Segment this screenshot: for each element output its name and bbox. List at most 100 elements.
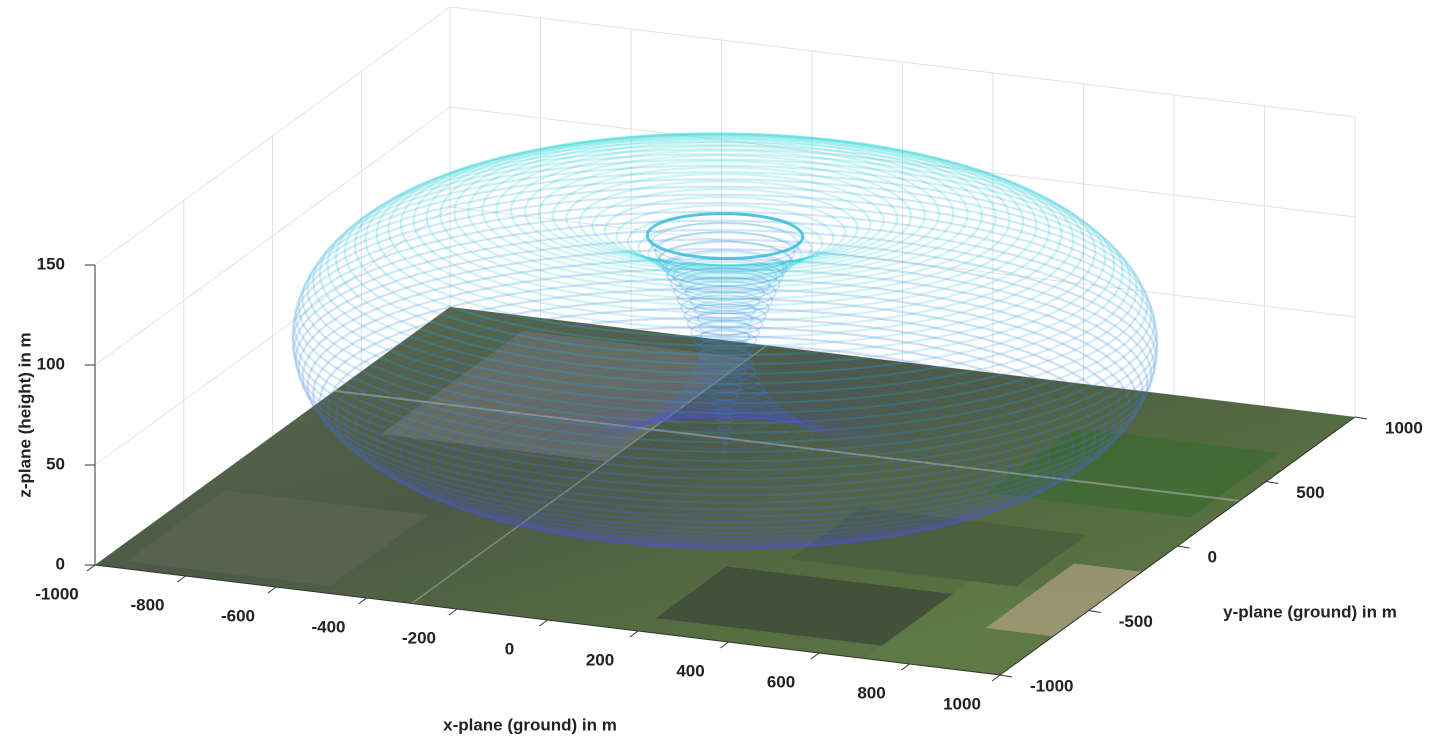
x-tick-label: 1000 [943, 694, 981, 713]
surface-ring [326, 297, 1124, 529]
surface-ring [343, 143, 1107, 366]
surface-ring [591, 415, 859, 495]
road [334, 389, 1240, 502]
surface-ring [664, 250, 786, 288]
surface-ring [696, 309, 754, 328]
y-tick [1266, 481, 1279, 484]
surface-ring [375, 343, 1075, 547]
grid-line [449, 206, 1356, 318]
surface-ring [689, 369, 761, 392]
surface-ring [578, 415, 872, 502]
surface-ring [703, 365, 747, 379]
surface-ring [412, 132, 1038, 315]
surface-ring [326, 153, 1124, 385]
surface-ring [297, 185, 1153, 434]
surface-ring [364, 137, 1086, 347]
surface-ring [658, 240, 792, 280]
surface-ring [698, 347, 752, 365]
surface-ring [684, 376, 766, 402]
surface-ring [387, 352, 1063, 549]
ground-field [985, 563, 1142, 637]
surface-ring [334, 307, 1116, 534]
z-axis-label: z-plane (height) in m [15, 332, 34, 497]
surface-ring [412, 367, 1038, 550]
surface-ring [301, 257, 1149, 504]
y-tick [1088, 610, 1101, 613]
surface-ring [343, 316, 1107, 539]
y-tick [1354, 416, 1368, 420]
grid-line [94, 206, 451, 466]
x-tick [720, 641, 729, 649]
surface-ring [647, 404, 803, 451]
x-tick [539, 619, 548, 627]
x-tick [267, 586, 277, 594]
ground-field [655, 566, 953, 646]
x-tick-label: 0 [505, 639, 514, 658]
surface-ring [650, 222, 800, 266]
surface-ring [439, 381, 1011, 549]
surface-ring [680, 294, 770, 322]
grid-line [94, 6, 451, 266]
surface-ring [678, 270, 772, 299]
surface-ring [699, 328, 751, 345]
y-tick-label: 1000 [1385, 418, 1423, 437]
surface-ring [695, 339, 755, 357]
surface-ring [615, 204, 835, 270]
x-tick-label: 600 [767, 672, 795, 691]
surface-ring [591, 187, 859, 267]
surface-ring [684, 280, 766, 306]
x-tick-label: -1000 [35, 584, 78, 603]
surface-ring [481, 141, 969, 284]
surface-ring [334, 148, 1116, 375]
surface-ring [551, 414, 899, 516]
surface-ring [712, 399, 738, 409]
surface-ring [453, 135, 997, 295]
grid-line [449, 106, 1356, 218]
surface-ring [291, 219, 1159, 472]
surface-ring [453, 387, 997, 547]
surface-ring [678, 383, 772, 412]
surface-ring [312, 277, 1138, 518]
surface-ring [645, 212, 805, 260]
z-tick-label: 0 [56, 554, 65, 573]
ground-field [380, 330, 749, 462]
surface-ring [495, 403, 955, 537]
surface-ring [656, 240, 794, 283]
x-tick-label: 200 [586, 650, 614, 669]
surface-ring [312, 164, 1138, 405]
surface-ring [718, 425, 732, 431]
axes: -1000-800-600-400-20002004006008001000-1… [35, 254, 1423, 713]
surface-ring [669, 267, 781, 301]
surface-ring [689, 321, 761, 343]
surface-ring [626, 410, 824, 469]
x-tick [448, 608, 458, 616]
surface-ring [301, 178, 1149, 425]
surface-ring [565, 172, 885, 267]
surface-ring [387, 133, 1063, 330]
surface-ring [689, 290, 761, 313]
surface-ring [603, 414, 847, 487]
surface-ring [708, 382, 742, 394]
y-tick-label: -500 [1119, 612, 1153, 631]
road [411, 344, 768, 605]
surface-ring [673, 276, 777, 308]
surface-ring [686, 312, 764, 336]
ground-field [126, 490, 428, 587]
x-tick [177, 575, 186, 583]
surface-ring [565, 415, 885, 510]
surface-ring [666, 258, 784, 294]
x-tick-label: -800 [130, 595, 164, 614]
x-tick-label: -200 [402, 628, 436, 647]
surface-ring [306, 267, 1144, 511]
surface-ring [353, 140, 1097, 357]
x-tick-label: -600 [221, 606, 255, 625]
surface-ring [495, 145, 955, 279]
x-tick [358, 597, 367, 605]
surface-ring [294, 193, 1156, 444]
ground [95, 307, 1355, 675]
surface-ring [375, 135, 1075, 339]
surface-ring [719, 433, 731, 439]
surface-ring [537, 160, 913, 270]
surface-ring [578, 180, 872, 267]
surface-ring [723, 458, 727, 462]
